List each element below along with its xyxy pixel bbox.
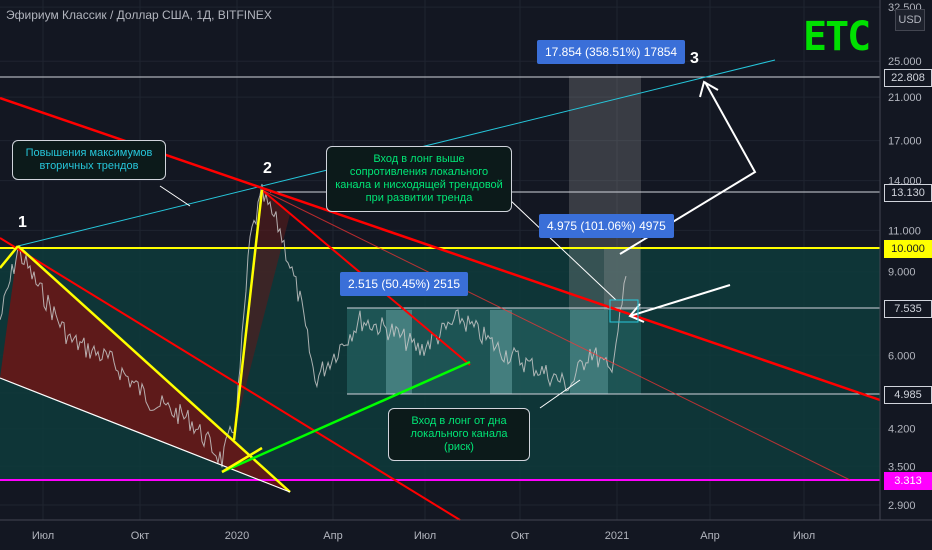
y-tick-label: 21.000 <box>888 92 922 104</box>
x-tick-label: Окт <box>511 530 530 542</box>
note-entry-breakout: Вход в лонг выше сопротивления локальног… <box>326 146 512 212</box>
price-tag-7535: 7.535 <box>884 300 932 318</box>
resistance-line-2 <box>0 237 461 521</box>
x-tick-label: Апр <box>323 530 342 542</box>
decline-triangle <box>0 246 290 492</box>
y-tick-label: 3.500 <box>888 461 916 473</box>
measure-label-small: 2.515 (50.45%) 2515 <box>340 272 469 296</box>
y-tick-label: 2.900 <box>888 500 916 512</box>
measure-label-mid: 4.975 (101.06%) 4975 <box>539 214 674 238</box>
channel-bottom-line <box>221 360 471 474</box>
x-tick-label: Июл <box>32 530 54 542</box>
x-tick-label: Апр <box>700 530 719 542</box>
y-tick-label: 17.000 <box>888 136 922 148</box>
currency-button[interactable]: USD <box>895 9 925 31</box>
x-tick-label: 2020 <box>225 530 249 542</box>
rally-triangle <box>232 190 290 440</box>
price-tag-13130: 13.130 <box>884 184 932 202</box>
note-entry-bottom: Вход в лонг от дна локального канала (ри… <box>388 408 530 461</box>
price-tag-22808: 22.808 <box>884 69 932 87</box>
x-tick-label: 2021 <box>605 530 629 542</box>
channel-band-2 <box>490 310 512 394</box>
price-tag-4985: 4.985 <box>884 386 932 404</box>
entry-marker <box>609 299 639 323</box>
x-tick-label: Июл <box>793 530 815 542</box>
wave-label-1: 1 <box>18 214 27 231</box>
wave-label-3: 3 <box>690 50 699 67</box>
thin-trend-line <box>261 189 851 481</box>
price-tag-3313: 3.313 <box>884 472 932 490</box>
y-tick-label: 9.000 <box>888 267 916 279</box>
arrow-entry <box>628 284 731 323</box>
measure-label-big: 17.854 (358.51%) 17854 <box>537 40 686 64</box>
x-tick-label: Июл <box>414 530 436 542</box>
yellow-bottom-line <box>221 446 263 474</box>
wave-label-2: 2 <box>263 160 272 177</box>
etc-logo: ETC <box>803 14 871 60</box>
callout-line-bottom <box>539 379 581 409</box>
y-tick-label: 4.200 <box>888 424 916 436</box>
price-series <box>0 183 627 468</box>
note-higher-highs: Повышения максимумов вторичных трендов <box>12 140 166 180</box>
price-tag-10000: 10.000 <box>884 240 932 258</box>
support-line-yellow-3 <box>232 189 264 441</box>
y-tick-label: 6.000 <box>888 350 916 362</box>
y-tick-label: 25.000 <box>888 56 922 68</box>
x-axis-ticks: Июл Окт 2020 Апр Июл Окт 2021 Апр Июл <box>32 530 815 542</box>
callout-line-top <box>509 199 617 301</box>
callout-line-left <box>159 185 191 207</box>
chart-title: Эфириум Классик / Доллар США, 1Д, BITFIN… <box>6 8 272 22</box>
support-line-yellow-1 <box>17 245 291 493</box>
measure-column-big <box>569 76 641 310</box>
y-tick-label: 11.000 <box>888 225 921 237</box>
lower-white-line <box>0 377 291 493</box>
channel-band-3 <box>570 310 608 394</box>
channel-band-1 <box>386 310 412 394</box>
x-tick-label: Окт <box>131 530 150 542</box>
support-line-yellow-2 <box>0 245 19 269</box>
